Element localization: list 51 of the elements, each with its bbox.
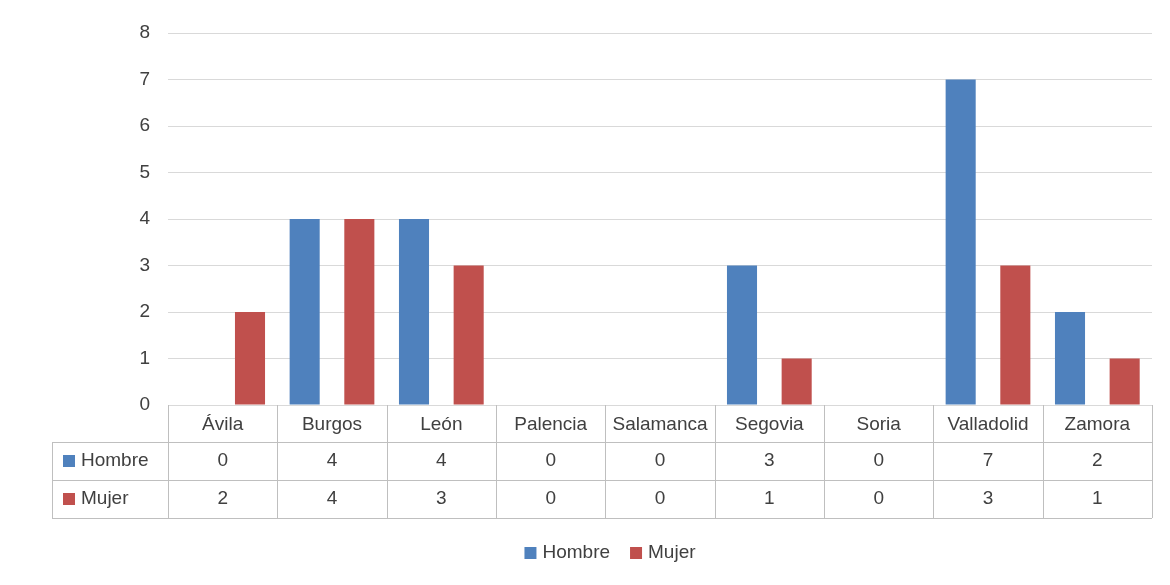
data-label: 3 — [764, 449, 775, 471]
y-tick-label: 8 — [139, 21, 150, 43]
data-label: 1 — [764, 487, 775, 509]
bar — [234, 312, 266, 405]
legend-label: Mujer — [81, 487, 130, 509]
bar — [726, 265, 758, 405]
x-tick-label: Segovia — [735, 412, 805, 434]
bar — [453, 265, 484, 405]
data-label: 4 — [326, 449, 338, 471]
text: Hombre — [81, 449, 149, 471]
x-tick-label: Ávila — [202, 412, 244, 434]
x-tick-label: León — [420, 412, 463, 434]
x-tick-label: Burgos — [301, 412, 363, 434]
data-label: 2 — [217, 487, 228, 509]
data-label: 4 — [436, 449, 448, 471]
bar — [344, 219, 375, 405]
bar — [1000, 265, 1031, 405]
data-label: 0 — [654, 487, 666, 509]
x-tick-label: Palencia — [514, 412, 588, 434]
bar — [781, 358, 812, 405]
y-tick-label: 6 — [139, 114, 150, 136]
bar — [398, 219, 430, 405]
text: Mujer — [648, 541, 696, 563]
x-tick-label: Soria — [856, 412, 902, 434]
data-label: 0 — [545, 487, 556, 509]
data-label: 3 — [982, 487, 994, 509]
data-label: 0 — [654, 449, 666, 471]
data-label: 3 — [436, 487, 447, 509]
x-tick-label: Salamanca — [612, 412, 708, 434]
y-tick-label: 1 — [139, 346, 150, 368]
x-tick-label: Zamora — [1064, 412, 1131, 434]
y-tick-label: 3 — [139, 253, 150, 275]
bar — [945, 79, 976, 405]
data-label: 0 — [873, 487, 884, 509]
y-tick-label: 0 — [139, 393, 150, 415]
data-label: 2 — [1092, 449, 1103, 471]
data-label: 1 — [1092, 487, 1103, 509]
data-label: 7 — [982, 449, 994, 471]
data-label: 0 — [545, 449, 556, 471]
bar — [289, 219, 320, 405]
data-label: 0 — [873, 449, 884, 471]
y-tick-label: 2 — [139, 300, 150, 322]
x-tick-label: Valladolid — [947, 412, 1029, 434]
y-tick-label: 5 — [139, 160, 150, 182]
bar — [1054, 312, 1086, 405]
data-label: 0 — [217, 449, 228, 471]
data-label: 4 — [326, 487, 338, 509]
bar — [1109, 358, 1140, 405]
legend-label: Hombre — [542, 541, 611, 563]
y-tick-label: 4 — [139, 207, 151, 229]
y-tick-label: 7 — [139, 67, 150, 89]
